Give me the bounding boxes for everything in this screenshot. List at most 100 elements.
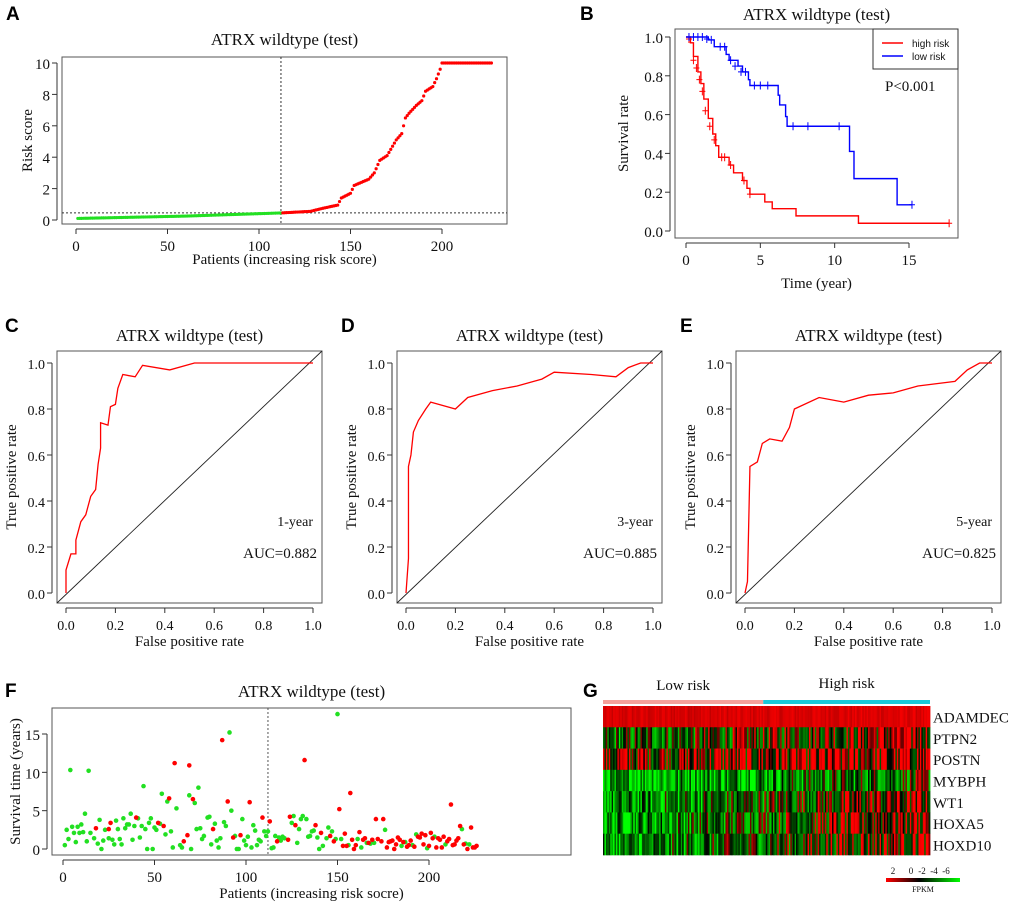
heatmap-cell xyxy=(895,748,898,771)
heatmap-cell xyxy=(767,748,770,771)
heatmap-cell xyxy=(708,833,710,856)
heatmap-cell xyxy=(866,833,869,856)
dead-point xyxy=(465,846,470,852)
heatmap-cell xyxy=(790,791,793,813)
heatmap-cell xyxy=(889,748,892,771)
x-tick-label: 5 xyxy=(757,253,765,269)
heatmap-cell xyxy=(719,833,722,856)
heatmap-cell xyxy=(771,812,774,835)
heatmap-cell xyxy=(845,706,847,728)
heatmap-cell xyxy=(775,812,778,835)
heatmap-cell xyxy=(624,833,627,856)
heatmap-cell xyxy=(630,748,633,771)
heatmap-cell xyxy=(843,812,846,835)
heatmap-cell xyxy=(839,812,842,835)
heatmap-cell xyxy=(728,812,731,835)
alive-point xyxy=(186,793,192,798)
heatmap-cell xyxy=(791,706,794,728)
dead-point xyxy=(474,843,479,849)
heatmap-cell xyxy=(728,833,731,856)
dead-point xyxy=(421,842,426,847)
heatmap-cell xyxy=(708,769,710,792)
heatmap-cell xyxy=(728,748,731,771)
heatmap-cell xyxy=(922,727,925,749)
heatmap-cell xyxy=(806,748,808,771)
heatmap-cell xyxy=(603,727,605,749)
heatmap-cell xyxy=(807,706,810,728)
dead-point xyxy=(267,819,273,824)
dead-point xyxy=(185,832,190,838)
heatmap-cell xyxy=(680,706,683,728)
heatmap-cell xyxy=(739,812,742,835)
dead-point xyxy=(375,836,381,842)
heatmap-cell xyxy=(865,791,868,813)
alive-point xyxy=(212,821,218,826)
alive-point xyxy=(64,827,69,833)
heatmap-cell xyxy=(656,748,659,771)
heatmap-cell xyxy=(679,833,682,856)
heatmap-cell xyxy=(630,812,633,835)
heatmap-cell xyxy=(739,727,742,749)
alive-point xyxy=(271,845,276,850)
heatmap-cell xyxy=(662,727,664,749)
heatmap-cell xyxy=(883,769,886,792)
heatmap-cell xyxy=(846,769,849,792)
heatmap-cell xyxy=(647,748,650,771)
heatmap-cell xyxy=(814,727,817,749)
heatmap-cell xyxy=(843,769,846,792)
heatmap-cell xyxy=(872,769,875,792)
heatmap-cell xyxy=(641,706,644,728)
heatmap-cell xyxy=(603,706,605,728)
panel-letter-g: G xyxy=(583,681,598,702)
heatmap-cell xyxy=(850,727,853,749)
heatmap-cell xyxy=(765,706,768,728)
heatmap-cell xyxy=(614,769,617,792)
dead-point xyxy=(327,833,333,839)
heatmap-cell xyxy=(928,727,931,749)
x-axis-label: Patients (increasing risk score) xyxy=(192,252,377,268)
heatmap-cell xyxy=(673,791,676,813)
heatmap-cell xyxy=(687,727,690,749)
heatmap-cell xyxy=(902,833,905,856)
heatmap-cell xyxy=(783,727,785,749)
heatmap-cell xyxy=(888,748,891,771)
heatmap-cell xyxy=(621,706,624,728)
heatmap-cell xyxy=(683,727,686,749)
heatmap-cell xyxy=(879,812,882,835)
heatmap-cell xyxy=(785,791,788,813)
heatmap-cell xyxy=(738,706,741,728)
heatmap-cell xyxy=(758,748,761,771)
heatmap-cell xyxy=(624,812,627,835)
heatmap-cell xyxy=(856,833,859,856)
censor-mark xyxy=(764,81,771,90)
heatmap-cell xyxy=(639,748,641,771)
heatmap-cell xyxy=(713,706,716,728)
heatmap-cell xyxy=(803,812,806,835)
heatmap-cell xyxy=(875,727,878,749)
heatmap-cell xyxy=(690,833,693,856)
heatmap-cell xyxy=(654,748,657,771)
heatmap-cell xyxy=(906,812,909,835)
heatmap-cell xyxy=(615,833,618,856)
heatmap-cell xyxy=(876,706,879,728)
heatmap-cell xyxy=(649,748,651,771)
heatmap-cell xyxy=(886,706,889,728)
heatmap-cell xyxy=(830,769,833,792)
heatmap-cell xyxy=(689,812,692,835)
diagonal-reference-line xyxy=(396,350,663,604)
heatmap-cell xyxy=(621,769,624,792)
heatmap-cell xyxy=(670,769,673,792)
heatmap-cell xyxy=(702,706,705,728)
y-tick-label: 0.8 xyxy=(28,404,46,419)
heatmap-cell xyxy=(798,769,801,792)
heatmap-cell xyxy=(896,833,899,856)
heatmap-cell xyxy=(713,812,716,835)
heatmap-cell xyxy=(633,791,636,813)
heatmap-cell xyxy=(872,791,875,813)
x-axis-label: False positive rate xyxy=(475,634,584,650)
heatmap-cell xyxy=(917,769,919,792)
heatmap-cell xyxy=(918,812,921,835)
heatmap-cell xyxy=(816,769,819,792)
heatmap-cell xyxy=(774,727,777,749)
y-tick-label: 10 xyxy=(35,57,50,73)
